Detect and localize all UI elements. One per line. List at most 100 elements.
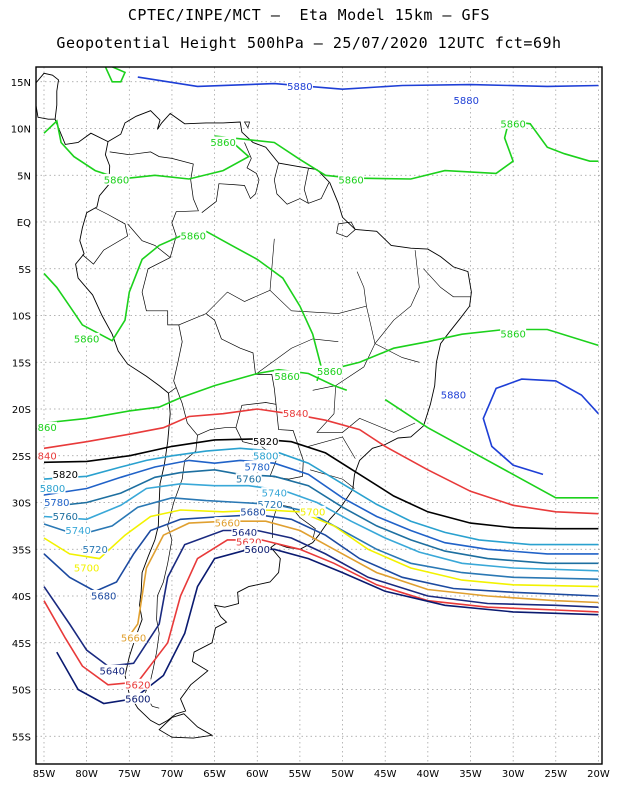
contour-label: 5640 [232, 528, 257, 539]
contour-label: 5840 [31, 451, 56, 462]
contour-5860 [43, 368, 348, 424]
lon-label: 30W [502, 769, 525, 780]
lon-label: 50W [331, 769, 354, 780]
contour-label: 5860 [274, 372, 299, 383]
lat-label: 15S [12, 358, 31, 369]
contour-label: 5620 [125, 680, 150, 691]
contour-label-bg [252, 435, 279, 447]
lat-label: 30S [12, 499, 31, 510]
lon-label: 70W [161, 769, 184, 780]
contour-label: 5760 [53, 512, 78, 523]
contour-label-bg [43, 496, 70, 508]
lat-label: 25S [12, 452, 31, 463]
contour-label-bg [338, 173, 365, 185]
contour-label-bg [214, 517, 241, 529]
contour-label-bg [500, 328, 527, 340]
contour-label-bg [36, 421, 57, 433]
contour-label-bg [52, 468, 79, 480]
lat-label: 5S [18, 265, 31, 276]
contour-label: 5820 [53, 470, 78, 481]
map-background [36, 67, 602, 764]
contour-label: 5600 [125, 694, 150, 705]
contour-label-bg [244, 460, 271, 472]
contour-label: 5860 [74, 334, 99, 345]
contour-label: 5760 [236, 475, 261, 486]
contour-label: 5800 [253, 451, 278, 462]
contour-label: 5700 [74, 563, 99, 574]
lon-label: 25W [544, 769, 567, 780]
contour-label-bg [124, 678, 151, 690]
geopotential-contours [43, 67, 599, 705]
contour-5860 [384, 398, 599, 499]
lon-label: 65W [203, 769, 226, 780]
contour-label-bg [440, 388, 467, 400]
contour-label: 5880 [287, 82, 312, 93]
contour-label-bg [103, 173, 130, 185]
lon-label: 80W [75, 769, 98, 780]
contour-5780 [43, 459, 599, 555]
contour-5880 [482, 378, 599, 476]
contour-label: 5780 [245, 462, 270, 473]
lon-label: 75W [118, 769, 141, 780]
contour-5760 [43, 468, 599, 565]
lat-label: 55S [12, 732, 31, 743]
contour-5840 [43, 408, 599, 515]
contour-label: 5740 [65, 526, 90, 537]
contour-5620 [43, 539, 599, 686]
contour-label-bg [124, 692, 151, 704]
contour-label: 5700 [300, 507, 325, 518]
contour-label-bg [257, 498, 284, 510]
contour-5860 [329, 328, 599, 371]
contour-label: 5880 [454, 96, 479, 107]
contour-label-bg [239, 505, 266, 517]
lon-label: 20W [587, 769, 610, 780]
contour-label-bg [90, 590, 117, 601]
contour-5600 [56, 548, 599, 705]
contour-label: 5860 [181, 232, 206, 243]
contour-label: 5660 [215, 519, 240, 530]
contour-label-bg [231, 526, 258, 538]
lon-label: 55W [289, 769, 312, 780]
lat-label: 5N [17, 171, 31, 182]
lat-label: EQ [17, 218, 31, 229]
contour-label: 5620 [236, 537, 261, 548]
contour-label-bg [299, 505, 326, 517]
contour-label-bg [274, 370, 301, 382]
contour-label: 5680 [240, 507, 265, 518]
lon-label: 35W [459, 769, 482, 780]
contour-label-bg [82, 543, 109, 555]
contour-label: 5780 [44, 498, 69, 509]
contour-label-bg [244, 543, 271, 555]
map-title-line1: CPTEC/INPE/MCT – Eta Model 15km – GFS [127, 6, 491, 24]
contour-label: 5840 [283, 409, 308, 420]
contour-label-bg [235, 473, 262, 485]
contour-label: 5860 [500, 330, 525, 341]
contour-5820 [43, 438, 599, 530]
contour-label: 5880 [441, 390, 466, 401]
contour-label-bg [36, 449, 57, 461]
longitude-labels: 85W 80W 75W 70W 65W 60W 55W 50W 45W 40W 35W 30W 25W 2… [33, 769, 610, 780]
contour-label-bg [316, 365, 343, 377]
contour-5860 [104, 67, 127, 83]
contour-label-bg [52, 510, 79, 522]
contour-label-bg [286, 80, 313, 92]
contour-label: 5740 [262, 489, 287, 500]
latitude-labels: 15N 10N 5N EQ 5S 10S 15S 20S 25S 30S 35S 40S 45S 50S 5… [11, 78, 31, 744]
contour-label: 5800 [40, 484, 65, 495]
contour-label-bg [261, 487, 288, 499]
contour-label-bg [120, 632, 147, 644]
contour-label: 5720 [82, 545, 107, 556]
lat-label: 40S [12, 592, 31, 603]
map-frame [35, 66, 603, 765]
contour-label-bg [453, 94, 480, 106]
contour-label-bg [73, 561, 100, 573]
lon-label: 60W [246, 769, 269, 780]
contour-label: 5860 [104, 175, 129, 186]
contour-label-bg [99, 664, 126, 676]
contour-label-bg [210, 136, 237, 148]
lat-label: 10N [11, 125, 31, 136]
lon-label: 40W [417, 769, 440, 780]
contour-label-bg [235, 535, 262, 547]
contour-labels: 5880 5880 5860 5860 5860 5860 5860 5860 5860 5860… [31, 80, 527, 705]
